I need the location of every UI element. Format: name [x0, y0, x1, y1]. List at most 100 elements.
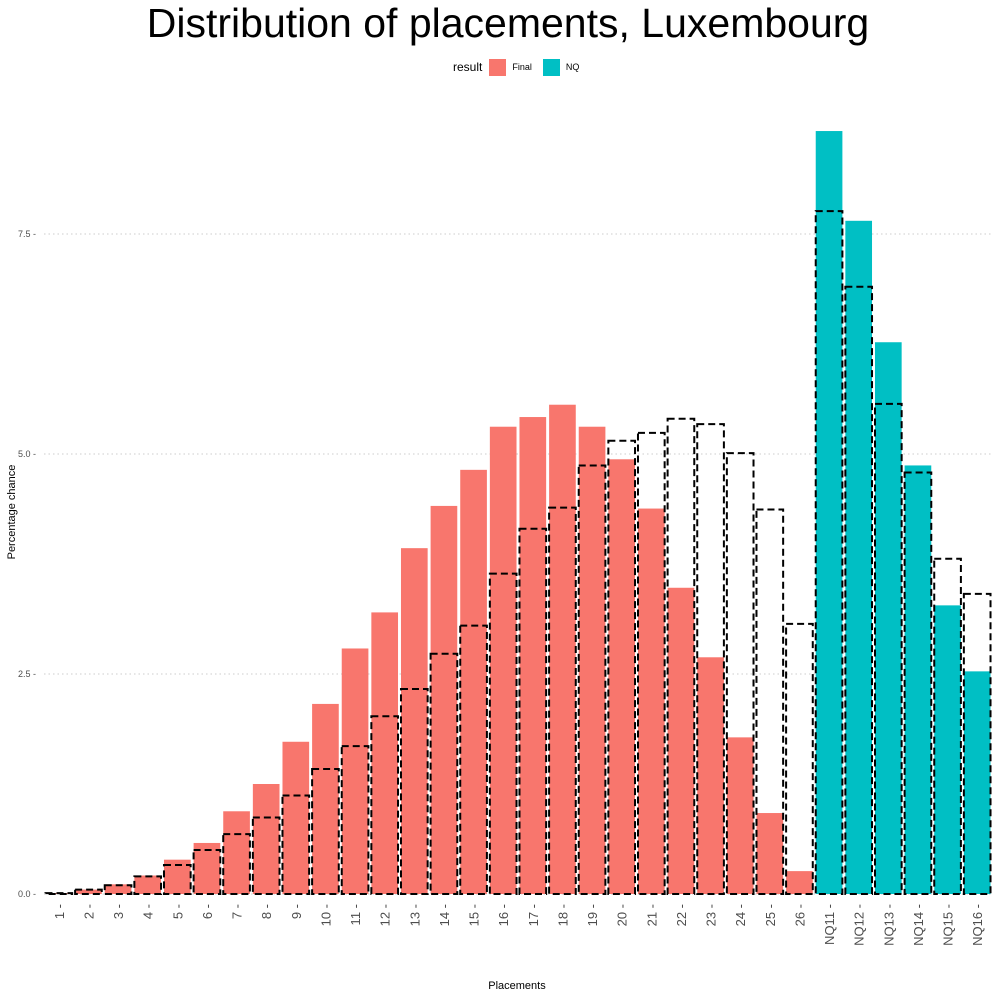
x-tick-label: 17 -: [526, 904, 541, 926]
x-tick-label: 15 -: [467, 904, 482, 926]
outline-bar-18: [548, 506, 577, 895]
x-tick-label: NQ13 -: [881, 904, 896, 946]
outline-bar-24: [725, 452, 755, 895]
bar-7: [223, 811, 250, 894]
x-tick-label: NQ12 -: [852, 904, 867, 946]
bar-26: [786, 871, 813, 894]
outline-bar-13: [399, 687, 429, 896]
outline-bar-2: [74, 888, 103, 895]
bar-25: [756, 813, 784, 894]
x-axis-label: Placements: [488, 980, 546, 992]
x-tick-label: 11 -: [348, 904, 363, 925]
x-tick-label: 4 -: [141, 904, 156, 919]
y-tick-label: 7.5 -: [18, 229, 36, 239]
x-tick-label: NQ16 -: [970, 904, 985, 946]
y-tick-labels: 0.0 - 2.5 - 5.0 - 7.5 -: [18, 229, 36, 899]
x-tick-label: 1 -: [52, 904, 67, 919]
x-tick-label: NQ14 -: [911, 904, 926, 946]
legend: result Final NQ: [453, 57, 590, 77]
outline-bar-6: [192, 849, 222, 895]
outline-bar-10: [311, 768, 340, 895]
outline-bar-7: [222, 833, 251, 895]
x-tick-label: 14 -: [437, 904, 452, 926]
x-tick-label: 18 -: [555, 904, 570, 926]
x-tick-labels: 1 - 2 - 3 - 4 - 5 - 6 - 7 - 8 - 9 - 10 - 11 - 12 - 1…: [52, 904, 985, 946]
x-tick-label: 13 -: [407, 904, 422, 926]
outline-bar-8: [251, 816, 281, 895]
x-tick-label: 8 -: [259, 904, 274, 919]
bar-8: [252, 784, 280, 894]
x-tick-label: 3 -: [111, 904, 126, 919]
bar-13: [400, 548, 428, 894]
outline-bar-21: [636, 431, 666, 895]
x-tick-label: 20 -: [615, 904, 630, 926]
x-tick-label: 25 -: [763, 904, 778, 926]
outline-bar-14: [429, 652, 459, 896]
bar-NQ14: [904, 465, 932, 894]
legend-label-nq: NQ: [565, 62, 580, 72]
x-tick-label: 7 -: [230, 904, 245, 919]
outline-bar-25: [755, 508, 785, 895]
legend-key-nq: [542, 58, 560, 76]
y-tick-label: 5.0 -: [18, 449, 36, 459]
outline-bar-26: [785, 622, 814, 896]
bar-4: [134, 875, 162, 894]
outline-bar-17: [518, 527, 548, 895]
x-tick-label: 16 -: [496, 904, 511, 926]
outline-bar-19: [577, 464, 607, 895]
outline-bar-NQ15: [933, 557, 962, 895]
outline-bar-20: [607, 439, 637, 895]
x-tick-label: NQ15 -: [941, 904, 956, 946]
x-tick-label: 5 -: [170, 904, 185, 919]
x-tick-label: 23 -: [704, 904, 719, 926]
bar-NQ15: [934, 605, 961, 894]
legend-label-final: Final: [512, 62, 532, 72]
x-tick-label: 24 -: [733, 904, 748, 926]
x-tick-label: 12 -: [378, 904, 393, 926]
x-tick-label: 21 -: [644, 904, 659, 926]
bar-12: [371, 612, 399, 894]
bar-NQ11: [815, 131, 843, 895]
outline-bar-12: [370, 715, 400, 895]
bar-layer: [45, 131, 991, 895]
x-tick-label: 2 -: [81, 904, 96, 919]
outline-bar-15: [459, 624, 488, 895]
outline-bar-5: [162, 863, 192, 896]
bar-21: [637, 508, 665, 894]
bar-23: [697, 657, 724, 894]
y-tick-label: 2.5 -: [18, 669, 36, 679]
bar-18: [549, 404, 576, 894]
bar-10: [312, 703, 339, 894]
bar-20: [608, 459, 636, 894]
outline-bar-1: [44, 892, 74, 895]
bar-2: [75, 889, 102, 894]
bar-17: [519, 417, 547, 894]
bar-11: [341, 648, 369, 894]
outline-bar-NQ11: [814, 210, 844, 895]
legend-title: result: [453, 60, 483, 74]
outline-bar-NQ16: [962, 592, 992, 895]
outline-bar-NQ14: [903, 471, 933, 895]
outline-bar-16: [488, 572, 518, 895]
bar-24: [726, 737, 754, 894]
x-tick-label: 10 -: [318, 904, 333, 926]
x-tick-label: 6 -: [200, 904, 215, 919]
bar-NQ12: [845, 220, 873, 895]
x-tick-label: 19 -: [585, 904, 600, 926]
bar-14: [430, 505, 458, 894]
x-tick-label: NQ11 -: [822, 904, 837, 945]
outline-bar-4: [133, 875, 163, 896]
bar-3: [104, 884, 132, 894]
legend-key-final: [489, 58, 507, 76]
outline-layer: [44, 210, 992, 896]
x-tick-label: 9 -: [289, 904, 304, 919]
bar-22: [667, 587, 695, 894]
x-tick-label: 22 -: [674, 904, 689, 926]
bar-NQ16: [963, 671, 991, 894]
bar-16: [489, 426, 517, 894]
chart-title: Distribution of placements, Luxembourg: [146, 0, 870, 46]
x-tick-label: 26 -: [792, 904, 807, 926]
bar-9: [282, 741, 310, 894]
outline-bar-22: [666, 417, 696, 895]
